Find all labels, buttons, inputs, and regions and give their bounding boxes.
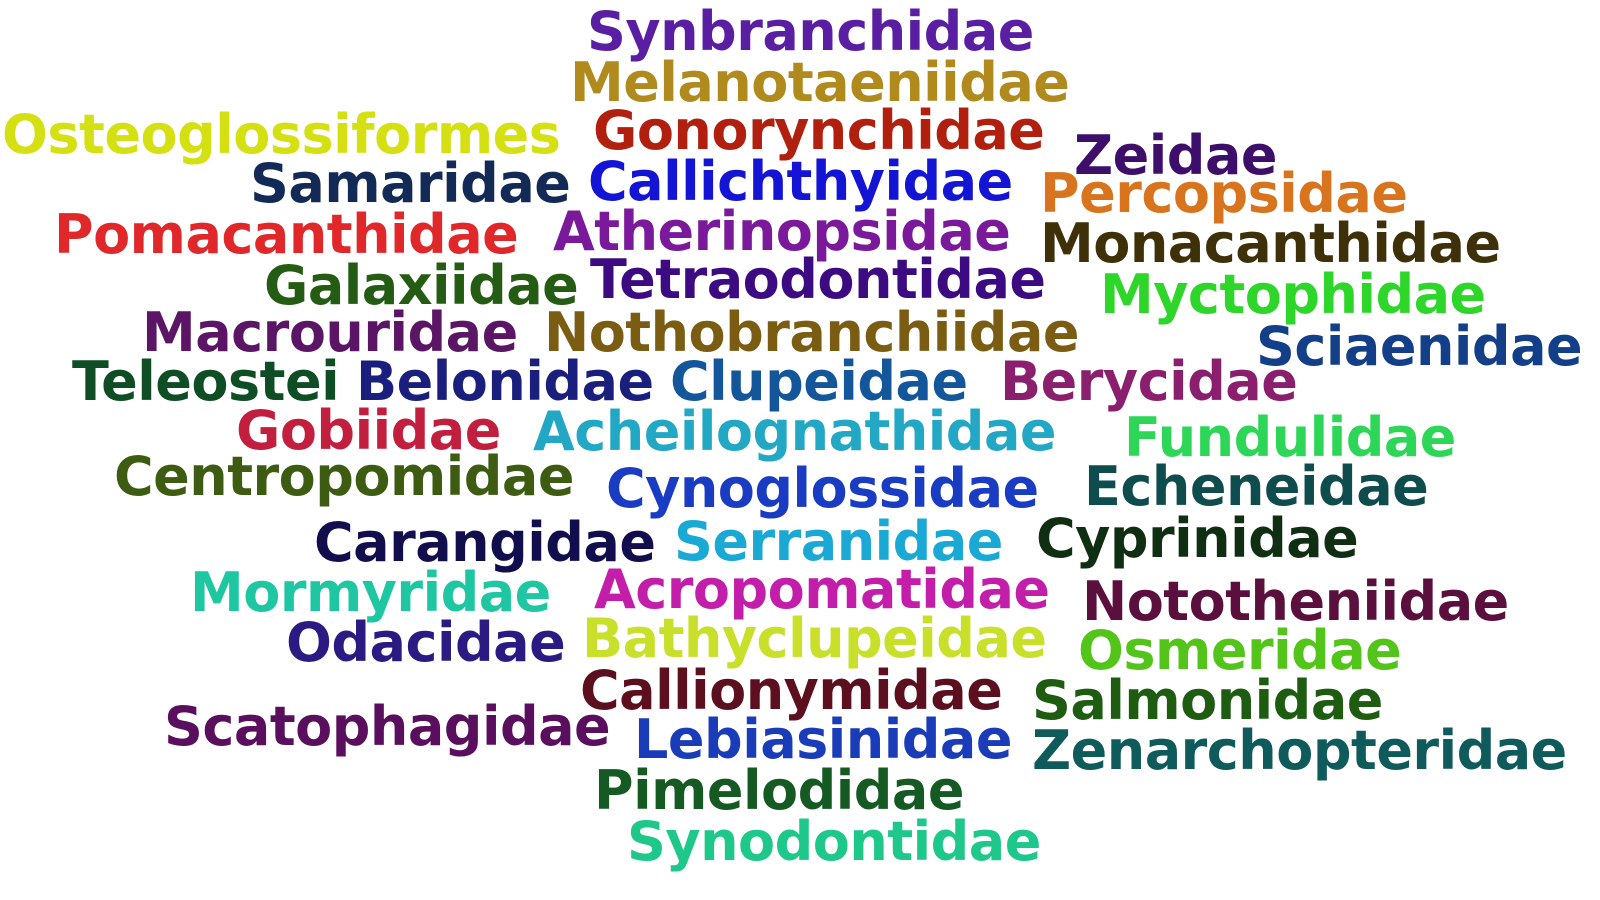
word-lebiasinidae: Lebiasinidae (634, 708, 1012, 771)
word-synodontidae: Synodontidae (627, 810, 1041, 873)
word-percopsidae: Percopsidae (1040, 162, 1408, 225)
word-acropomatidae: Acropomatidae (594, 558, 1050, 621)
word-nototheniidae: Nototheniidae (1082, 570, 1509, 633)
word-bathyclupeidae: Bathyclupeidae (582, 607, 1047, 670)
word-gobiidae: Gobiidae (236, 399, 501, 462)
word-scatophagidae: Scatophagidae (164, 695, 611, 758)
word-macrouridae: Macrouridae (142, 301, 518, 364)
word-mormyridae: Mormyridae (190, 561, 551, 624)
word-synbranchidae: Synbranchidae (587, 0, 1034, 63)
word-osteoglossiformes: Osteoglossiformes (2, 103, 561, 166)
word-acheilognathidae: Acheilognathidae (533, 400, 1057, 463)
word-cyprinidae: Cyprinidae (1036, 507, 1359, 570)
word-centropomidae: Centropomidae (114, 445, 575, 508)
word-clupeidae: Clupeidae (670, 350, 968, 413)
word-belonidae: Belonidae (356, 350, 654, 413)
word-zenarchopteridae: Zenarchopteridae (1032, 719, 1567, 782)
word-odacidae: Odacidae (286, 611, 566, 674)
word-gonorynchidae: Gonorynchidae (593, 99, 1045, 162)
word-galaxiidae: Galaxiidae (264, 254, 579, 317)
word-atherinopsidae: Atherinopsidae (553, 200, 1011, 263)
word-teleostei: Teleostei (72, 350, 340, 413)
word-melanotaeniidae: Melanotaeniidae (570, 51, 1070, 114)
word-echeneidae: Echeneidae (1084, 455, 1429, 518)
word-carangidae: Carangidae (314, 511, 656, 574)
word-nothobranchiidae: Nothobranchiidae (544, 301, 1080, 364)
word-salmonidae: Salmonidae (1032, 669, 1383, 732)
word-samaridae: Samaridae (250, 152, 571, 215)
word-cynoglossidae: Cynoglossidae (606, 457, 1039, 520)
word-pimelodidae: Pimelodidae (594, 759, 964, 822)
word-osmeridae: Osmeridae (1078, 619, 1402, 682)
word-myctophidae: Myctophidae (1100, 263, 1486, 326)
word-callichthyidae: Callichthyidae (588, 150, 1013, 213)
word-sciaenidae: Sciaenidae (1256, 315, 1583, 378)
word-zeidae: Zeidae (1074, 124, 1278, 187)
word-callionymidae: Callionymidae (580, 659, 1003, 722)
word-serranidae: Serranidae (674, 510, 1003, 573)
word-tetraodontidae: Tetraodontidae (590, 248, 1046, 311)
word-pomacanthidae: Pomacanthidae (54, 203, 519, 266)
word-fundulidae: Fundulidae (1124, 406, 1456, 469)
word-berycidae: Berycidae (1000, 350, 1298, 413)
word-monacanthidae: Monacanthidae (1040, 212, 1501, 275)
